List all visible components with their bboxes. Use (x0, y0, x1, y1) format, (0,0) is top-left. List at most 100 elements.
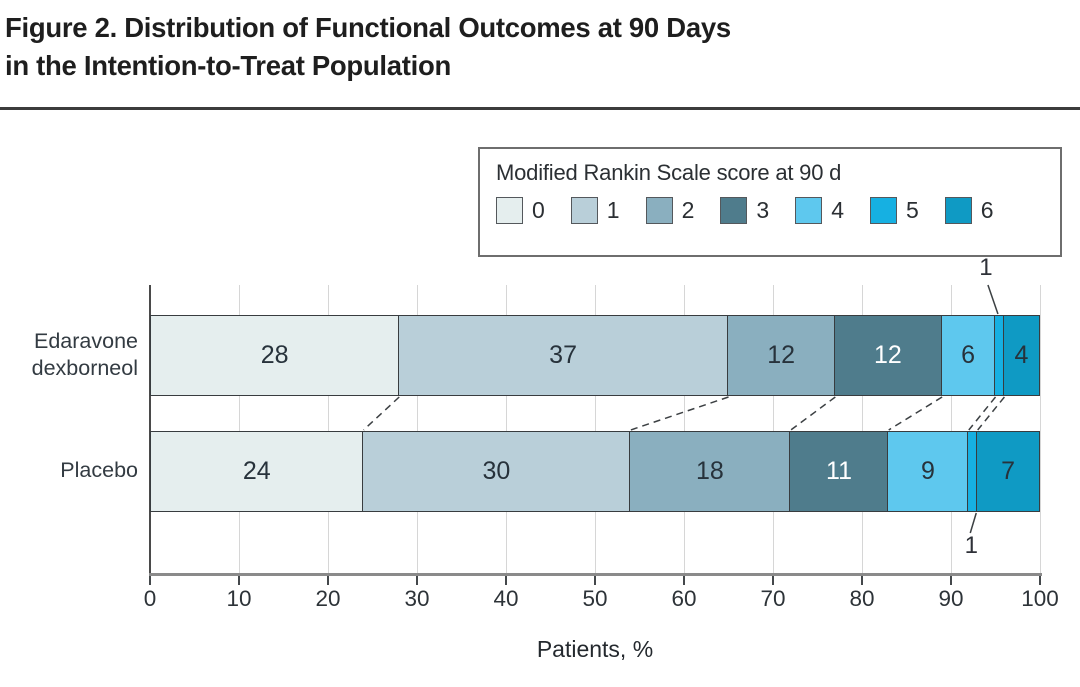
legend-label: 4 (831, 197, 844, 223)
figure-title-line2: in the Intention-to-Treat Population (5, 50, 451, 81)
category-label-1: Placebo (0, 457, 138, 484)
y-axis-spine (149, 285, 151, 573)
category-label-line: dexborneol (31, 355, 138, 380)
bar-value-label: 37 (549, 341, 577, 369)
legend-title: Modified Rankin Scale score at 90 d (496, 160, 842, 185)
legend-item-0: 0 (496, 197, 545, 224)
legend-swatch-4 (795, 197, 823, 224)
legend-label: 6 (980, 197, 994, 223)
bar-value-label: 30 (482, 457, 511, 485)
dashed-connector-0 (363, 396, 400, 431)
x-axis-tick-20 (327, 575, 329, 585)
x-axis-tick-0 (149, 575, 151, 585)
legend-label: 3 (756, 197, 770, 223)
category-label-0: Edaravone dexborneol (0, 328, 138, 382)
bar-segment-mrs1-cat1: 30 (362, 431, 631, 512)
bar-value-label: 9 (921, 457, 935, 485)
bar-segment-mrs4-cat0: 6 (940, 315, 996, 396)
dashed-connector-4 (968, 396, 997, 431)
dashed-connector-1 (630, 396, 729, 431)
legend-item-5: 5 (869, 197, 919, 224)
bar-segment-mrs1-cat0: 37 (397, 315, 729, 396)
gridline-90 (951, 285, 952, 573)
x-axis-tick-100 (1039, 575, 1041, 585)
dashed-connector-3 (888, 396, 943, 431)
figure-title-line1: Figure 2. Distribution of Functional Out… (5, 12, 731, 43)
gridline-80 (862, 285, 863, 573)
x-axis-tick-70 (772, 575, 774, 585)
legend-label: 2 (681, 197, 695, 223)
gridline-100 (1040, 285, 1041, 573)
x-axis-tick-label-60: 60 (671, 586, 697, 611)
x-axis-tick-label-40: 40 (493, 586, 519, 611)
x-axis-tick-label-90: 90 (938, 586, 964, 611)
x-axis-tick-40 (505, 575, 507, 585)
legend-swatch-0 (496, 197, 523, 224)
annotation-top: 1 (979, 254, 993, 281)
bar-segment-mrs4-cat1: 9 (887, 431, 969, 512)
x-axis-tick-label-10: 10 (226, 586, 252, 611)
x-axis-tick-50 (594, 575, 596, 585)
x-axis-tick-label-20: 20 (315, 586, 341, 611)
bar-segment-mrs0-cat1: 24 (150, 431, 364, 512)
bar-value-label: 6 (961, 341, 975, 369)
legend-item-4: 4 (795, 197, 844, 224)
legend-swatch-3 (720, 197, 748, 224)
bar-value-label: 11 (826, 457, 852, 485)
bar-segment-mrs2-cat0: 12 (727, 315, 836, 396)
legend-row: 0 1 2 3 4 5 6 (496, 197, 1060, 224)
legend-swatch-5 (869, 197, 897, 224)
gridline-40 (506, 285, 507, 573)
bar-value-label: 24 (242, 457, 271, 485)
bar-value-label: 28 (260, 341, 289, 369)
bar-value-label: 18 (696, 457, 724, 485)
bar-segment-mrs3-cat1: 11 (789, 431, 889, 512)
annotation-bottom: 1 (964, 532, 978, 559)
x-axis-tick-10 (238, 575, 240, 585)
gridline-70 (773, 285, 774, 573)
x-axis-tick-label-80: 80 (849, 586, 875, 611)
leader-line-top (987, 284, 999, 315)
legend-swatch-2 (645, 197, 673, 224)
x-axis-tick-label-50: 50 (582, 586, 608, 611)
x-axis-tick-30 (416, 575, 418, 585)
x-axis-tick-80 (861, 575, 863, 585)
gridline-10 (239, 285, 240, 573)
category-label-line: Placebo (60, 458, 138, 482)
legend-swatch-6 (944, 197, 972, 224)
x-axis-tick-label-100: 100 (1021, 586, 1059, 611)
legend-box: Modified Rankin Scale score at 90 d 0 1 2 3… (478, 147, 1062, 257)
bar-segment-mrs6-cat1: 7 (976, 431, 1040, 512)
x-axis-tick-label-70: 70 (760, 586, 786, 611)
bar-segment-mrs0-cat0: 28 (150, 315, 400, 396)
leader-line-bottom (969, 512, 977, 534)
bar-value-label: 12 (874, 341, 902, 369)
legend-label: 1 (606, 197, 620, 223)
title-divider (0, 107, 1080, 110)
legend-item-3: 3 (720, 197, 769, 224)
bar-value-label: 4 (1014, 341, 1029, 369)
bar-segment-mrs6-cat0: 4 (1002, 315, 1040, 396)
x-axis-tick-label-0: 0 (143, 586, 157, 611)
gridline-30 (417, 285, 418, 573)
category-label-line: Edaravone (34, 328, 138, 353)
x-axis-tick-60 (683, 575, 685, 585)
x-axis-line (148, 573, 1042, 576)
legend-swatch-1 (570, 197, 598, 224)
dashed-connector-5 (977, 396, 1005, 431)
gridline-20 (328, 285, 329, 573)
dashed-connector-2 (790, 396, 836, 431)
bar-value-label: 12 (767, 341, 796, 369)
legend-label: 5 (905, 197, 919, 223)
x-axis-label: Patients, % (536, 636, 654, 662)
figure-title: Figure 2. Distribution of Functional Out… (5, 9, 731, 85)
x-axis-tick-label-30: 30 (404, 586, 430, 611)
gridline-50 (595, 285, 596, 573)
x-axis-tick-90 (950, 575, 952, 585)
bar-value-label: 7 (1001, 457, 1016, 485)
legend-item-6: 6 (944, 197, 994, 224)
legend-label: 0 (532, 197, 545, 223)
legend-item-1: 1 (570, 197, 620, 224)
legend-item-2: 2 (645, 197, 695, 224)
